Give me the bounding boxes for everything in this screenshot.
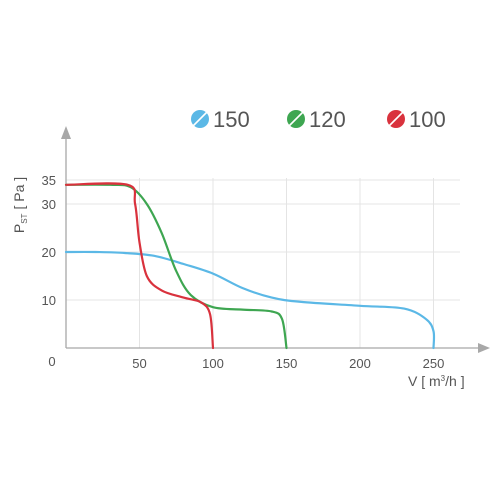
legend-label-120: 120 — [309, 107, 346, 132]
legend-label-150: 150 — [213, 107, 250, 132]
x-tick-label: 100 — [202, 356, 224, 371]
x-tick-label: 250 — [423, 356, 445, 371]
x-tick-label: 200 — [349, 356, 371, 371]
x-tick-label: 0 — [48, 354, 55, 369]
legend-slash-100 — [387, 110, 405, 128]
tick-labels: 0 50 100 150 200 250 10 20 30 35 — [42, 173, 445, 371]
y-tick-label: 10 — [42, 293, 56, 308]
legend-slash-120 — [287, 110, 305, 128]
x-axis-title-tail: /h ] — [445, 373, 464, 389]
x-tick-label: 50 — [132, 356, 146, 371]
grid-lines — [66, 178, 460, 348]
series-line-120 — [64, 183, 288, 350]
legend-label-100: 100 — [409, 107, 446, 132]
x-axis-arrow — [478, 343, 490, 353]
x-axis-title-main: V [ m — [408, 373, 441, 389]
series-lines — [64, 182, 436, 350]
legend-slash-150 — [191, 110, 209, 128]
y-tick-label: 35 — [42, 173, 56, 188]
y-axis-title-tail: [ Pa ] — [11, 177, 27, 210]
series-line-100 — [64, 182, 215, 350]
x-axis-title: V [ m3/h ] — [408, 373, 465, 389]
series-line-150 — [64, 250, 436, 350]
y-tick-label: 20 — [42, 245, 56, 260]
y-axis-title-sub: ST — [20, 213, 29, 223]
y-axis-title-main: P — [11, 224, 27, 233]
legend: 150 120 100 — [191, 107, 446, 132]
axes — [61, 126, 490, 353]
x-tick-label: 150 — [276, 356, 298, 371]
x-axis-title-sup: 3 — [441, 374, 446, 383]
y-tick-label: 30 — [42, 197, 56, 212]
y-axis-title: PST [ Pa ] — [11, 177, 29, 233]
y-axis-arrow — [61, 126, 71, 139]
